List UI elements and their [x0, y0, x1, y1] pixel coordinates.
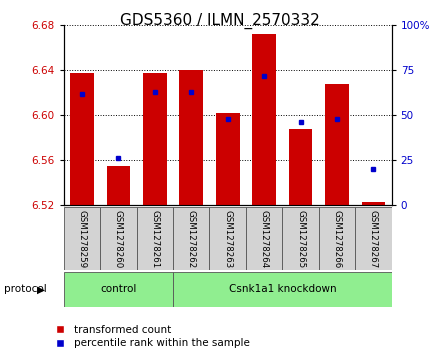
Text: GSM1278265: GSM1278265 — [296, 209, 305, 268]
Bar — [355, 207, 392, 270]
Text: GSM1278263: GSM1278263 — [223, 209, 232, 268]
Text: GSM1278266: GSM1278266 — [333, 209, 341, 268]
Bar — [70, 73, 94, 205]
Bar — [137, 207, 173, 270]
Bar — [289, 129, 312, 205]
Bar — [282, 207, 319, 270]
Bar — [209, 207, 246, 270]
Text: GSM1278264: GSM1278264 — [260, 209, 269, 268]
Text: Csnk1a1 knockdown: Csnk1a1 knockdown — [228, 285, 336, 294]
Bar — [180, 70, 203, 205]
Bar — [319, 207, 355, 270]
Text: control: control — [100, 285, 137, 294]
Bar — [325, 84, 349, 205]
Text: GSM1278261: GSM1278261 — [150, 209, 159, 268]
Bar — [362, 202, 385, 205]
Bar — [64, 207, 100, 270]
Text: protocol: protocol — [4, 285, 47, 294]
Bar — [252, 34, 276, 205]
Text: GSM1278262: GSM1278262 — [187, 209, 196, 268]
Bar — [173, 207, 209, 270]
Bar — [216, 113, 239, 205]
Text: GDS5360 / ILMN_2570332: GDS5360 / ILMN_2570332 — [120, 13, 320, 29]
Bar — [143, 73, 167, 205]
Text: GSM1278259: GSM1278259 — [77, 209, 87, 268]
Bar — [173, 272, 392, 307]
Text: GSM1278267: GSM1278267 — [369, 209, 378, 268]
Legend: transformed count, percentile rank within the sample: transformed count, percentile rank withi… — [49, 325, 250, 348]
Bar — [246, 207, 282, 270]
Text: GSM1278260: GSM1278260 — [114, 209, 123, 268]
Text: ▶: ▶ — [37, 285, 44, 294]
Bar — [106, 166, 130, 205]
Bar — [64, 272, 173, 307]
Bar — [100, 207, 137, 270]
